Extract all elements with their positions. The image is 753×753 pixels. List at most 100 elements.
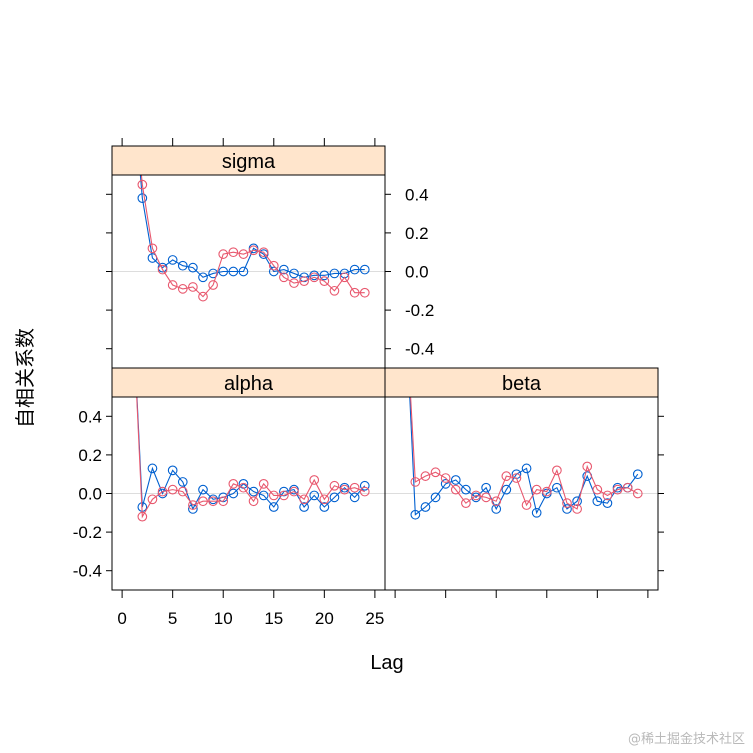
data-point-sigma-2 [228, 247, 239, 258]
y-tick-label: -0.4 [405, 340, 434, 359]
data-point-sigma-2 [188, 282, 198, 292]
data-point-beta-2 [430, 467, 441, 478]
data-point-beta-2 [450, 484, 461, 495]
data-point-beta-2 [541, 486, 552, 497]
strip-alpha [111, 367, 386, 398]
data-point-alpha-1 [309, 490, 320, 501]
data-point-alpha-2 [198, 496, 208, 507]
data-point-alpha-2 [188, 500, 198, 510]
data-point-sigma-2 [349, 287, 360, 298]
data-point-alpha-2 [248, 496, 259, 507]
data-point-alpha-2 [359, 486, 370, 497]
series-group-alpha-2 [136, 397, 370, 522]
y-tick-label: 0.4 [78, 407, 102, 426]
data-point-alpha-1 [248, 486, 259, 497]
x-tick-label: 5 [168, 609, 177, 628]
data-point-beta-2 [440, 473, 451, 483]
data-point-beta-2 [572, 504, 582, 514]
data-point-alpha-2 [137, 511, 148, 522]
x-tick-label: 10 [214, 609, 233, 628]
data-point-alpha-2 [339, 484, 350, 495]
data-point-alpha-2 [208, 496, 218, 507]
data-point-sigma-1 [167, 255, 178, 265]
data-point-sigma-1 [137, 193, 148, 204]
data-point-beta-1 [420, 502, 431, 512]
data-point-beta-1 [461, 484, 471, 495]
data-point-sigma-1 [359, 264, 370, 275]
data-point-alpha-2 [258, 479, 269, 489]
data-point-beta-1 [572, 496, 582, 507]
data-point-beta-2 [511, 473, 522, 483]
y-tick-label: 0.2 [405, 224, 429, 243]
data-point-beta-2 [632, 488, 643, 499]
data-point-alpha-2 [177, 486, 188, 497]
data-point-sigma-2 [198, 291, 208, 302]
data-point-sigma-2 [208, 280, 218, 290]
data-point-sigma-1 [218, 266, 229, 277]
data-point-sigma-2 [289, 278, 299, 288]
data-point-sigma-2 [319, 276, 330, 287]
data-point-beta-2 [552, 465, 562, 476]
data-point-sigma-2 [248, 245, 259, 256]
data-point-sigma-1 [349, 264, 360, 275]
series-line-sigma-2 [140, 175, 365, 298]
data-point-sigma-2 [258, 247, 269, 258]
data-point-beta-1 [602, 498, 613, 509]
data-point-alpha-1 [258, 490, 269, 501]
data-point-beta-1 [552, 482, 562, 493]
series-line-beta-2 [410, 397, 639, 510]
watermark-text: @稀土掘金技术社区 [627, 732, 745, 747]
y-tick-label: -0.2 [73, 523, 102, 542]
data-point-beta-1 [531, 507, 542, 518]
data-point-beta-2 [562, 498, 572, 509]
data-point-beta-1 [491, 504, 502, 514]
data-point-sigma-2 [157, 264, 168, 275]
data-point-alpha-2 [299, 494, 309, 505]
data-point-alpha-1 [319, 502, 330, 512]
data-point-beta-1 [440, 479, 451, 489]
data-point-beta-1 [501, 484, 512, 495]
data-point-beta-2 [612, 484, 623, 495]
y-tick-label: -0.2 [405, 301, 434, 320]
data-point-alpha-1 [268, 502, 279, 512]
data-point-alpha-2 [268, 490, 279, 501]
data-point-sigma-2 [268, 260, 279, 271]
data-point-sigma-2 [339, 272, 350, 283]
strip-beta [384, 367, 659, 398]
data-point-beta-2 [582, 461, 593, 472]
series-group-beta-2 [410, 397, 643, 514]
data-point-alpha-2 [279, 490, 289, 501]
data-point-alpha-2 [218, 496, 229, 507]
data-point-sigma-1 [289, 268, 299, 279]
data-point-sigma-2 [147, 243, 158, 254]
data-point-alpha-2 [157, 486, 168, 497]
series-group-sigma-2 [137, 175, 370, 302]
data-point-alpha-2 [349, 482, 360, 493]
series-line-beta-1 [409, 397, 639, 516]
data-point-beta-2 [461, 498, 471, 509]
data-point-alpha-2 [289, 486, 299, 497]
data-point-sigma-2 [167, 280, 178, 290]
data-point-sigma-1 [238, 266, 249, 277]
data-point-beta-1 [450, 475, 461, 485]
data-point-sigma-2 [329, 285, 340, 296]
data-point-beta-2 [481, 492, 491, 503]
data-point-beta-2 [622, 482, 633, 493]
data-point-alpha-1 [359, 480, 370, 491]
data-point-sigma-1 [319, 270, 330, 281]
y-tick-label: 0.0 [78, 485, 102, 504]
strip-label-sigma: sigma [222, 151, 276, 173]
series-group-beta-1 [409, 397, 643, 520]
data-point-beta-2 [420, 471, 431, 481]
data-point-alpha-2 [167, 484, 178, 495]
y-tick-label: 0.2 [78, 446, 102, 465]
data-point-beta-1 [562, 504, 572, 514]
series-line-alpha-1 [136, 397, 366, 511]
data-point-sigma-2 [299, 276, 309, 287]
data-point-sigma-2 [218, 249, 229, 259]
data-point-beta-2 [592, 484, 603, 495]
data-point-beta-1 [521, 463, 532, 474]
data-point-sigma-1 [228, 266, 239, 277]
strip-label-alpha: alpha [224, 373, 274, 395]
